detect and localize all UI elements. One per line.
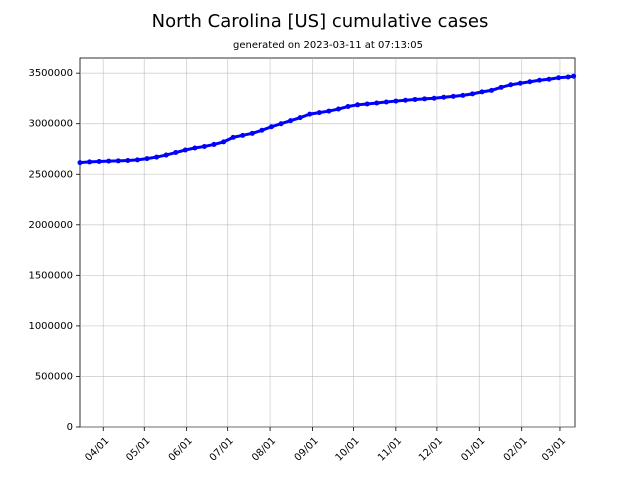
chart-title: North Carolina [US] cumulative cases	[152, 11, 489, 32]
point	[498, 84, 504, 90]
point	[307, 111, 313, 117]
point	[374, 100, 380, 106]
point	[479, 89, 485, 95]
y-tick-label: 0	[67, 422, 73, 433]
y-tick-label: 3500000	[28, 68, 73, 79]
chart-subtitle: generated on 2023-03-11 at 07:13:05	[233, 40, 423, 51]
point	[230, 134, 236, 140]
point	[431, 95, 437, 101]
point	[422, 96, 428, 102]
x-tick-label: 10/01	[334, 435, 362, 463]
point	[326, 108, 332, 114]
x-tick-label: 04/01	[83, 435, 111, 463]
point	[240, 132, 246, 138]
point	[469, 91, 475, 97]
x-tick-label: 09/01	[293, 435, 321, 463]
point	[77, 160, 83, 166]
point	[316, 110, 322, 116]
point	[527, 79, 533, 85]
x-tick-label: 05/01	[124, 435, 152, 463]
point	[412, 96, 418, 102]
point	[125, 158, 131, 164]
point	[297, 115, 303, 121]
x-tick-label: 01/01	[459, 435, 487, 463]
point	[402, 97, 408, 103]
point	[383, 99, 389, 105]
point	[249, 130, 255, 136]
point	[355, 102, 361, 108]
point	[393, 98, 399, 104]
point	[268, 124, 274, 130]
point	[546, 76, 552, 82]
plot-frame	[79, 57, 576, 428]
x-tick-label: 12/01	[417, 435, 445, 463]
point	[489, 87, 495, 93]
point	[201, 143, 207, 149]
point	[115, 158, 121, 164]
point	[106, 158, 112, 164]
x-tick-label: 07/01	[208, 435, 236, 463]
y-tick-label: 3000000	[28, 119, 73, 130]
point	[565, 74, 571, 80]
y-tick-label: 1000000	[28, 321, 73, 332]
point	[345, 104, 351, 110]
point	[450, 93, 456, 99]
point	[154, 154, 160, 160]
point	[335, 106, 341, 112]
point	[173, 150, 179, 156]
point	[211, 141, 217, 147]
x-tick-label: 02/01	[502, 435, 530, 463]
point	[192, 145, 198, 151]
point	[441, 94, 447, 100]
point	[517, 80, 523, 86]
point	[508, 82, 514, 88]
point	[556, 75, 562, 81]
point	[144, 156, 150, 162]
point	[221, 139, 227, 145]
point	[536, 77, 542, 83]
y-tick-label: 2500000	[28, 169, 73, 180]
point	[163, 152, 169, 158]
point	[364, 101, 370, 107]
x-tick-label: 03/01	[540, 435, 568, 463]
point	[571, 73, 577, 79]
x-tick-label: 06/01	[167, 435, 195, 463]
y-tick-label: 500000	[35, 371, 73, 382]
point	[182, 147, 188, 153]
y-tick-label: 2000000	[28, 220, 73, 231]
y-tick-label: 1500000	[28, 270, 73, 281]
x-tick-label: 11/01	[376, 435, 404, 463]
x-tick-label: 08/01	[250, 435, 278, 463]
point	[134, 157, 140, 163]
point	[460, 92, 466, 98]
point	[87, 159, 93, 165]
point	[288, 118, 294, 124]
point	[278, 121, 284, 127]
point	[96, 159, 102, 165]
point	[259, 127, 265, 133]
